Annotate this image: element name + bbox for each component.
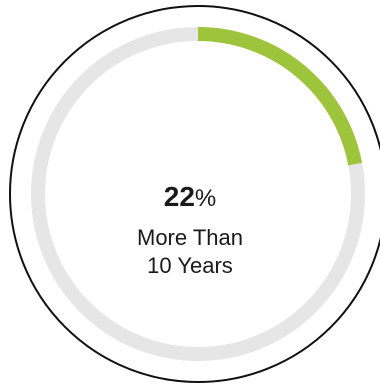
center-label: 22% More Than 10 Years <box>0 180 380 280</box>
outer-ring-outline <box>9 5 380 383</box>
label-line-1: More Than <box>137 225 243 250</box>
percentage-value: 22 <box>163 181 195 212</box>
value-arc <box>197 27 363 166</box>
percentage-readout: 22% <box>0 180 380 216</box>
label-line-2: 10 Years <box>147 253 233 278</box>
percentage-unit: % <box>194 185 217 212</box>
